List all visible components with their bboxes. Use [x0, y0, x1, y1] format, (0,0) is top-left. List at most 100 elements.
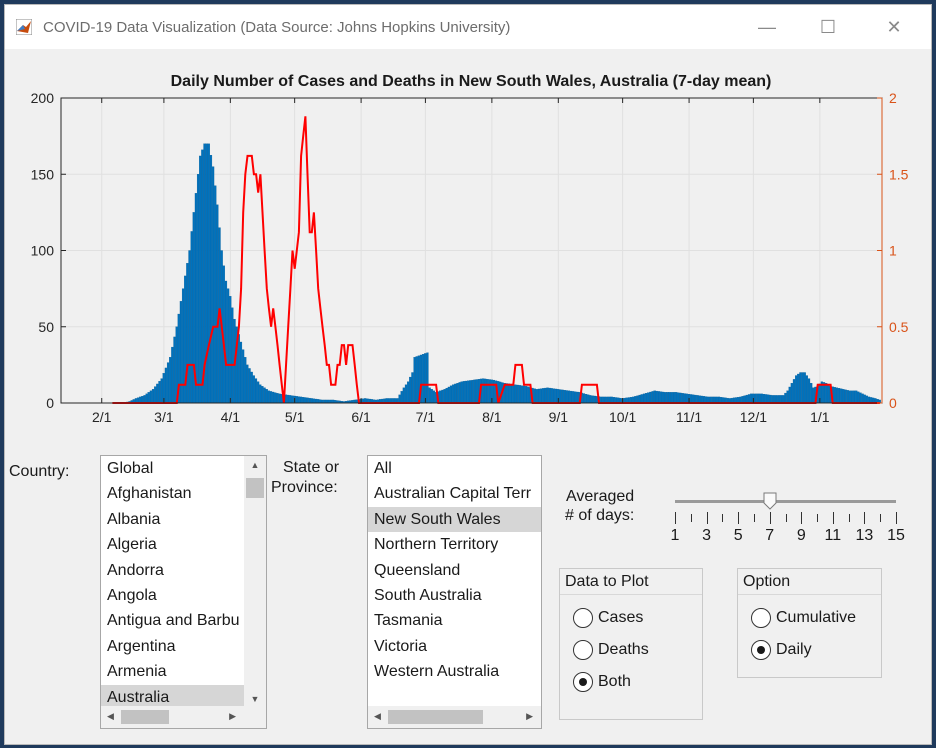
case-bar: [584, 394, 588, 404]
case-bar: [254, 378, 258, 404]
averaged-label-line2: # of days:: [565, 507, 635, 524]
list-item[interactable]: Australian Capital Terr: [374, 485, 532, 503]
chart: Daily Number of Cases and Deaths in New …: [31, 73, 909, 425]
case-bar: [143, 395, 146, 404]
case-bar: [835, 387, 838, 404]
option-panel: Option Cumulative Daily: [737, 568, 882, 678]
list-item[interactable]: Albania: [107, 510, 161, 528]
scroll-up-icon[interactable]: ▲: [250, 460, 260, 470]
days-slider-thumb[interactable]: [763, 492, 777, 510]
case-bar: [765, 394, 768, 404]
case-bar: [209, 155, 213, 404]
list-item[interactable]: South Australia: [374, 587, 482, 604]
state-label-line2: Province:: [271, 479, 338, 496]
list-item[interactable]: Queensland: [374, 561, 461, 579]
case-bar: [443, 389, 446, 404]
case-bar: [400, 391, 403, 404]
case-bar: [642, 393, 646, 404]
axes: 2/1 3/1 4/1 5/1 6/1 7/1 8/1 9/1 10/1 11/1 12/1 1/1 0…: [31, 90, 909, 425]
case-bar: [186, 263, 189, 404]
list-item[interactable]: All: [374, 460, 392, 477]
list-item[interactable]: Tasmania: [374, 612, 443, 630]
averaged-label-line1: Averaged: [566, 488, 635, 505]
case-bar: [544, 387, 547, 404]
list-item[interactable]: New South Wales: [368, 506, 541, 532]
case-bar: [533, 388, 536, 404]
list-item[interactable]: Argentina: [107, 637, 176, 655]
case-bar: [777, 395, 781, 404]
case-bar: [304, 397, 307, 404]
case-bar: [524, 386, 528, 404]
case-bar: [539, 388, 543, 404]
case-bar: [786, 390, 789, 404]
radio-circle-icon[interactable]: [573, 640, 593, 660]
case-bar: [471, 379, 474, 404]
slider-tick: [864, 512, 866, 524]
list-item[interactable]: Victoria: [374, 637, 428, 655]
case-bar: [516, 384, 519, 404]
slider-tick-label: 15: [887, 527, 905, 544]
list-item[interactable]: Andorra: [107, 561, 164, 579]
scroll-thumb[interactable]: [121, 710, 169, 724]
list-item[interactable]: Afghanistan: [107, 485, 192, 503]
case-bar: [743, 395, 746, 404]
case-bar: [666, 392, 669, 404]
case-bar: [651, 391, 654, 404]
case-bar: [289, 395, 292, 404]
state-listbox[interactable]: All Australian Capital Terr New South Wale…: [367, 455, 542, 729]
case-bar: [685, 393, 688, 404]
case-bar: [411, 372, 414, 404]
radio-circle-icon[interactable]: [573, 608, 593, 628]
vertical-scrollbar[interactable]: ▲ ▼: [244, 456, 266, 706]
case-bar: [460, 381, 463, 404]
case-bar: [805, 375, 808, 404]
scroll-right-icon[interactable]: ▶: [229, 711, 236, 721]
case-bar: [559, 389, 562, 404]
option-title: Option: [738, 569, 881, 595]
scroll-left-icon[interactable]: ◀: [374, 711, 381, 721]
case-bar: [756, 393, 759, 404]
list-item[interactable]: Algeria: [107, 536, 157, 554]
list-item[interactable]: Western Australia: [374, 663, 500, 681]
radio-circle-icon[interactable]: [751, 608, 771, 628]
days-slider-track[interactable]: [675, 500, 896, 503]
case-bar: [231, 307, 234, 404]
case-bar: [760, 393, 763, 404]
radio-circle-icon[interactable]: [751, 640, 771, 660]
case-bar: [852, 390, 856, 404]
case-bar: [741, 396, 744, 404]
list-item[interactable]: Armenia: [107, 663, 167, 681]
case-bar: [509, 383, 513, 404]
case-bar: [662, 391, 665, 404]
list-item[interactable]: Global: [107, 460, 154, 477]
radio-circle-icon[interactable]: [573, 672, 593, 692]
case-bar: [467, 380, 470, 404]
country-listbox[interactable]: Global Afghanistan Albania Algeria Andorra An…: [100, 455, 267, 729]
case-bar: [634, 396, 637, 404]
close-icon[interactable]: ✕: [886, 17, 902, 37]
scroll-right-icon[interactable]: ▶: [526, 711, 533, 721]
case-bar: [771, 395, 774, 404]
case-bar: [276, 393, 279, 404]
case-bar: [432, 390, 435, 404]
horizontal-scrollbar[interactable]: ◀ ▶: [101, 706, 266, 728]
case-bar: [441, 389, 444, 404]
minimize-icon[interactable]: —: [758, 17, 776, 37]
y-right-tick-label: 1.5: [889, 166, 909, 182]
list-item[interactable]: Australia: [101, 684, 244, 710]
case-bar: [505, 383, 508, 404]
maximize-icon[interactable]: ☐: [819, 17, 837, 37]
scroll-down-icon[interactable]: ▼: [250, 694, 260, 704]
scroll-thumb[interactable]: [246, 478, 264, 498]
case-bar: [569, 390, 573, 404]
list-item[interactable]: Northern Territory: [374, 536, 499, 554]
case-bar: [302, 397, 305, 404]
scroll-thumb[interactable]: [388, 710, 483, 724]
horizontal-scrollbar[interactable]: ◀ ▶: [368, 706, 541, 728]
list-item[interactable]: Antigua and Barbu: [107, 612, 240, 630]
case-bar: [795, 375, 798, 404]
case-bar: [865, 395, 869, 404]
scroll-left-icon[interactable]: ◀: [107, 711, 114, 721]
case-bar: [863, 394, 866, 404]
list-item[interactable]: Angola: [107, 587, 157, 604]
